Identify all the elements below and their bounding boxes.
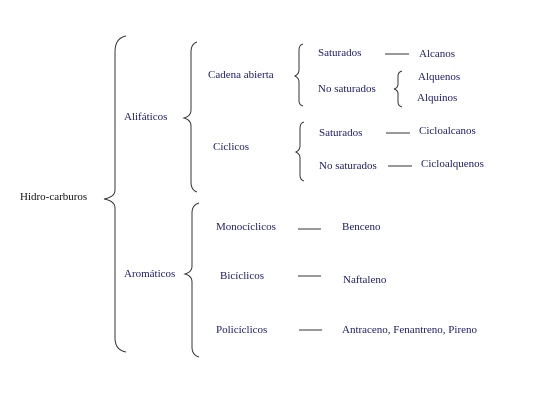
label-alifaticos: Alifáticos [124, 111, 168, 123]
label-monociclicos: Monocíclicos [216, 221, 276, 233]
label-biciclicos: Bicíclicos [220, 270, 264, 282]
label-alcanos: Alcanos [419, 48, 456, 60]
label-ciclicos-saturados: Saturados [319, 127, 363, 139]
brace-hidrocarburos [103, 35, 127, 353]
label-ciclicos-no-saturados: No saturados [319, 160, 377, 172]
brace-cadena-abierta [293, 43, 304, 107]
label-cadena-saturados: Saturados [318, 47, 362, 59]
label-alquenos: Alquenos [418, 71, 461, 83]
label-benceno: Benceno [342, 221, 381, 233]
brace-ciclicos [294, 121, 305, 182]
label-cadena-no-saturados: No saturados [318, 83, 376, 95]
brace-aromaticos [183, 202, 200, 358]
label-cadena-abierta: Cadena abierta [208, 69, 274, 81]
brace-no-saturados [393, 70, 403, 108]
label-policiclicos-ejemplos: Antraceno, Fenantreno, Pireno [342, 324, 478, 336]
label-aromaticos: Aromáticos [124, 268, 176, 280]
label-naftaleno: Naftaleno [343, 274, 387, 286]
label-alquinos: Alquinos [417, 92, 458, 104]
label-ciclicos: Cíclicos [213, 141, 250, 153]
brace-alifaticos [182, 41, 198, 193]
label-cicloalquenos: Cicloalquenos [421, 158, 484, 170]
label-hidrocarburos: Hidro-carburos [20, 191, 88, 203]
label-policiclicos: Policíclicos [216, 324, 268, 336]
label-cicloalcanos: Cicloalcanos [419, 125, 476, 137]
